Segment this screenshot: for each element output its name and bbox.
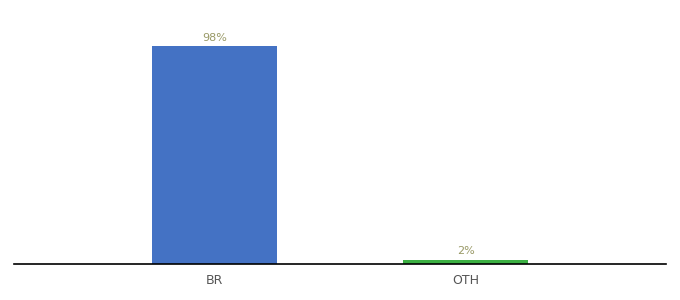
Bar (152, 46, 277, 264)
Text: 98%: 98% (202, 33, 227, 43)
Bar (403, 260, 528, 264)
Text: 2%: 2% (457, 246, 475, 256)
